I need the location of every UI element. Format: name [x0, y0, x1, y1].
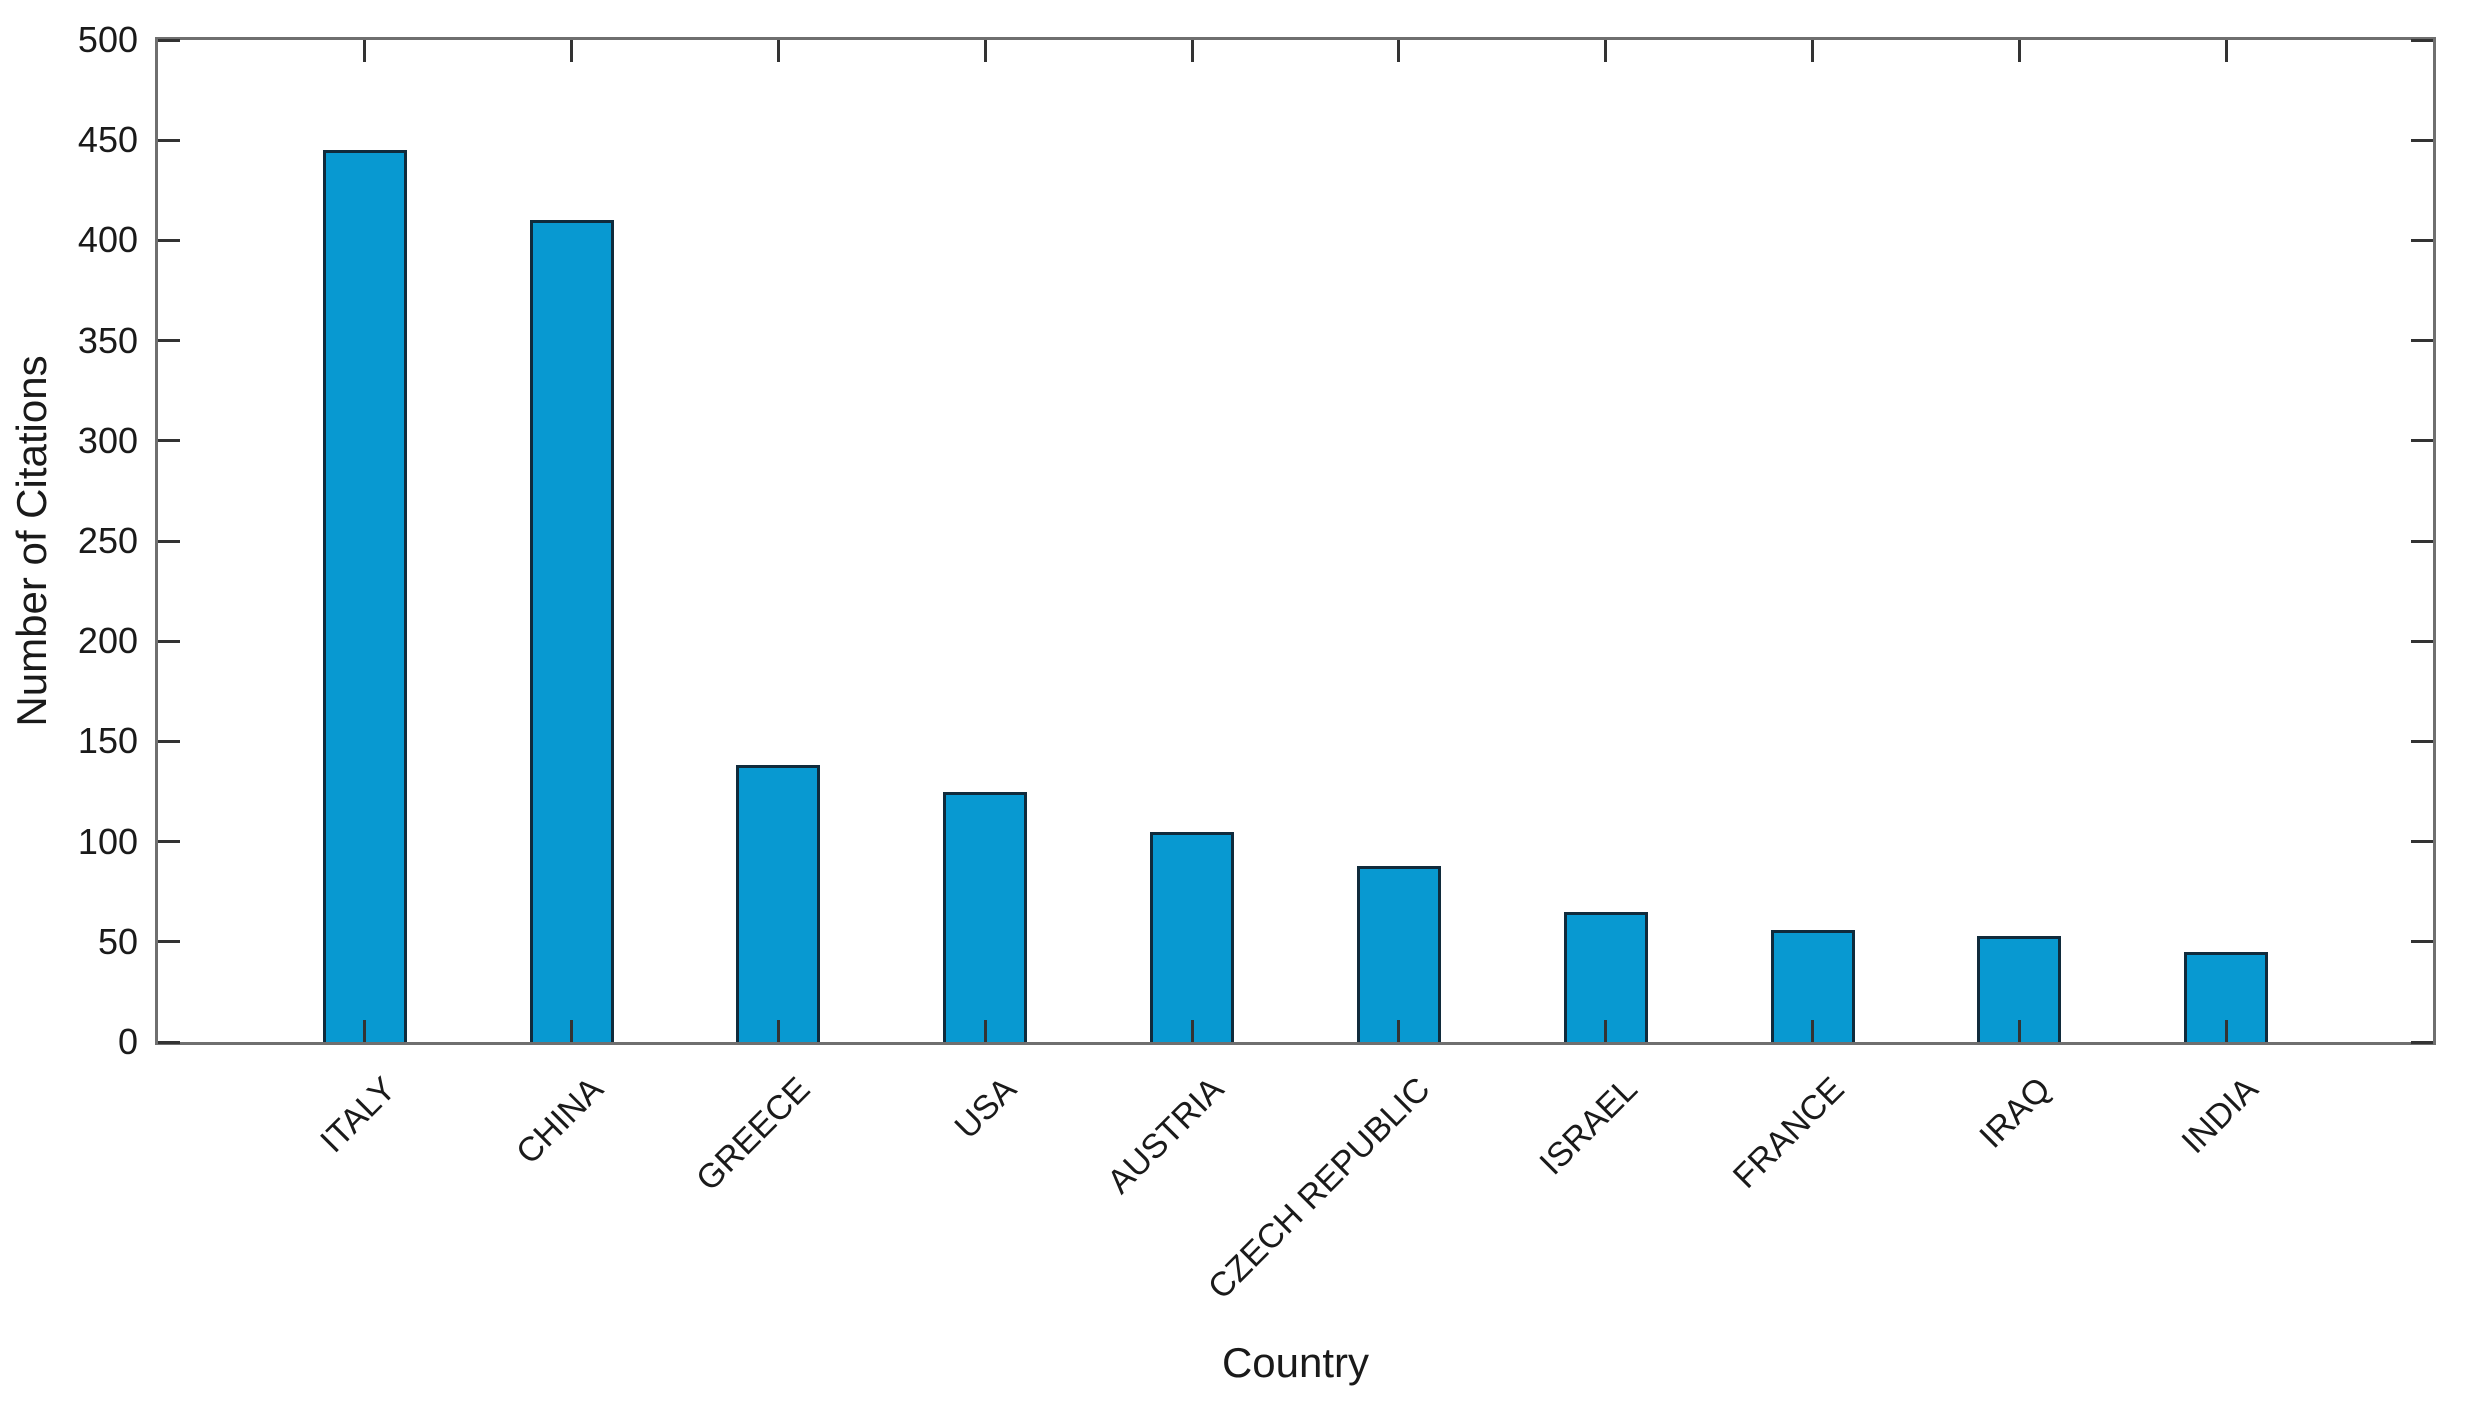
x-tick-label: CZECH REPUBLIC [1201, 1070, 1438, 1307]
x-tick-label: ITALY [313, 1070, 404, 1161]
x-tick-mark-bottom [1397, 1020, 1401, 1042]
bar [1150, 831, 1235, 1042]
x-tick-mark-bottom [2224, 1020, 2228, 1042]
x-tick-label: USA [947, 1070, 1025, 1147]
x-tick-mark-top [2224, 40, 2228, 62]
y-tick-label: 450 [77, 119, 138, 161]
x-tick-mark-bottom [363, 1020, 367, 1042]
y-tick-mark-left [158, 739, 180, 743]
x-tick-mark-bottom [776, 1020, 780, 1042]
y-tick-mark-right [2411, 339, 2433, 343]
y-tick-mark-left [158, 439, 180, 443]
y-tick-label: 0 [117, 1021, 138, 1062]
x-tick-mark-bottom [1190, 1020, 1194, 1042]
x-tick-mark-bottom [570, 1020, 574, 1042]
x-tick-mark-top [570, 40, 574, 62]
x-tick-mark-top [776, 40, 780, 62]
x-tick-mark-top [983, 40, 987, 62]
bar [1356, 865, 1441, 1042]
bar [322, 150, 407, 1042]
x-tick-mark-top [363, 40, 367, 62]
y-tick-mark-left [158, 38, 180, 42]
y-tick-mark-right [2411, 539, 2433, 543]
y-tick-label: 100 [77, 820, 138, 862]
y-tick-mark-left [158, 940, 180, 944]
y-tick-mark-left [158, 539, 180, 543]
y-tick-label: 500 [77, 19, 138, 60]
y-tick-mark-left [158, 1040, 180, 1044]
y-tick-mark-right [2411, 840, 2433, 844]
y-tick-mark-left [158, 339, 180, 343]
y-tick-mark-right [2411, 138, 2433, 142]
bar [529, 220, 614, 1042]
bar [736, 765, 821, 1042]
y-tick-label: 350 [77, 319, 138, 361]
x-tick-label: IRAQ [1972, 1070, 2059, 1156]
y-tick-mark-right [2411, 38, 2433, 42]
y-tick-label: 200 [77, 620, 138, 662]
y-tick-mark-right [2411, 940, 2433, 944]
y-tick-mark-left [158, 639, 180, 643]
x-tick-label: ISRAEL [1532, 1070, 1645, 1183]
y-tick-mark-right [2411, 639, 2433, 643]
x-tick-mark-top [2017, 40, 2021, 62]
y-tick-label: 250 [77, 520, 138, 561]
x-tick-label: GREECE [688, 1070, 818, 1199]
x-tick-label: FRANCE [1725, 1070, 1852, 1196]
y-tick-mark-right [2411, 439, 2433, 443]
y-tick-mark-right [2411, 739, 2433, 743]
x-tick-mark-bottom [1811, 1020, 1815, 1042]
y-tick-mark-left [158, 138, 180, 142]
x-tick-label: AUSTRIA [1099, 1070, 1231, 1202]
y-tick-label: 300 [77, 419, 138, 461]
y-tick-mark-right [2411, 1040, 2433, 1044]
y-tick-mark-right [2411, 238, 2433, 242]
y-tick-label: 400 [77, 219, 138, 261]
y-tick-label: 50 [97, 920, 138, 962]
x-tick-mark-bottom [2017, 1020, 2021, 1042]
y-tick-mark-left [158, 238, 180, 242]
x-tick-mark-bottom [983, 1020, 987, 1042]
y-tick-label: 150 [77, 720, 138, 762]
x-tick-mark-top [1604, 40, 1608, 62]
x-tick-mark-top [1190, 40, 1194, 62]
plot-area [155, 37, 2436, 1045]
bar [943, 791, 1028, 1042]
x-tick-mark-bottom [1604, 1020, 1608, 1042]
x-tick-label: INDIA [2174, 1070, 2266, 1161]
x-tick-mark-top [1397, 40, 1401, 62]
x-tick-mark-top [1811, 40, 1815, 62]
x-axis-title: Country [1221, 1339, 1370, 1386]
x-tick-label: CHINA [508, 1070, 611, 1172]
y-tick-mark-left [158, 840, 180, 844]
